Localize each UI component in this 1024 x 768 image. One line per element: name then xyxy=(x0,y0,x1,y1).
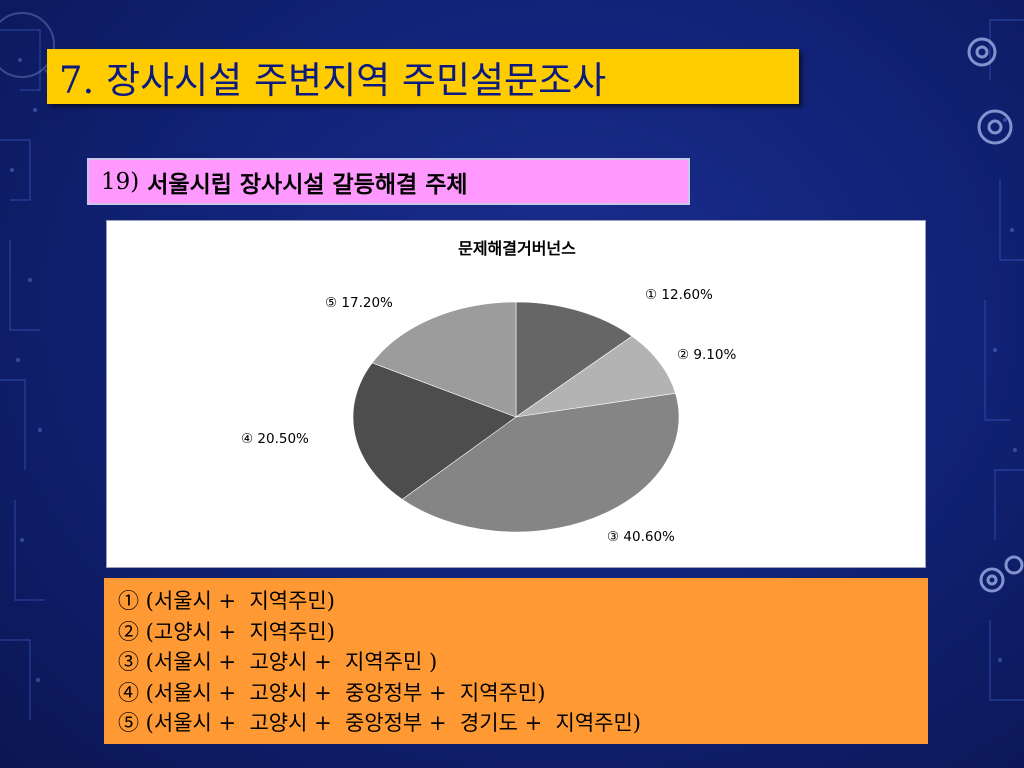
pie-slices xyxy=(352,301,680,533)
pie-slice-2 xyxy=(515,335,676,418)
pie-slice-4 xyxy=(352,362,517,500)
question-number: 19) xyxy=(101,168,140,195)
slide-title-bar: 7. 장사시설 주변지역 주민설문조사 xyxy=(47,49,799,104)
data-label-2: ② 9.10% xyxy=(677,347,736,363)
data-label-5: ⑤ 17.20% xyxy=(325,295,393,311)
slide-title: 7. 장사시설 주변지역 주민설문조사 xyxy=(59,58,607,102)
legend-line-5: ⑤ (서울시 + 고양시 + 중앙정부 + 경기도 + 지역주민) xyxy=(118,711,641,735)
legend-line-3: ③ (서울시 + 고양시 + 지역주민 ) xyxy=(118,650,438,674)
pie-slice-3 xyxy=(401,392,680,533)
category-legend: ① (서울시 + 지역주민) ② (고양시 + 지역주민) ③ (서울시 + 고… xyxy=(104,578,928,744)
data-label-1: ① 12.60% xyxy=(645,287,713,303)
pie-slice-5 xyxy=(371,301,517,418)
pie-chart: 문제해결거버넌스 ① 12.60% ② 9.10% ③ 40.60% ④ 20.50%… xyxy=(241,239,736,545)
legend-line-4: ④ (서울시 + 고양시 + 중앙정부 + 지역주민) xyxy=(118,680,546,705)
pie-slice-1 xyxy=(515,301,633,418)
legend-line-2: ② (고양시 + 지역주민) xyxy=(118,619,335,644)
chart-title: 문제해결거버넌스 xyxy=(458,239,576,258)
chart-panel: 문제해결거버넌스 ① 12.60% ② 9.10% ③ 40.60% ④ 20.50%… xyxy=(106,220,926,568)
question-text: 서울시립 장사시설 갈등해결 주체 xyxy=(147,171,468,198)
legend-line-1: ① (서울시 + 지역주민) xyxy=(118,589,335,613)
question-subtitle: 19) 서울시립 장사시설 갈등해결 주체 xyxy=(87,158,690,205)
data-labels: ① 12.60% ② 9.10% ③ 40.60% ④ 20.50% ⑤ 17.20% xyxy=(241,287,736,545)
gear-icon xyxy=(967,37,1024,593)
data-label-3: ③ 40.60% xyxy=(607,529,675,545)
data-label-4: ④ 20.50% xyxy=(241,431,309,447)
